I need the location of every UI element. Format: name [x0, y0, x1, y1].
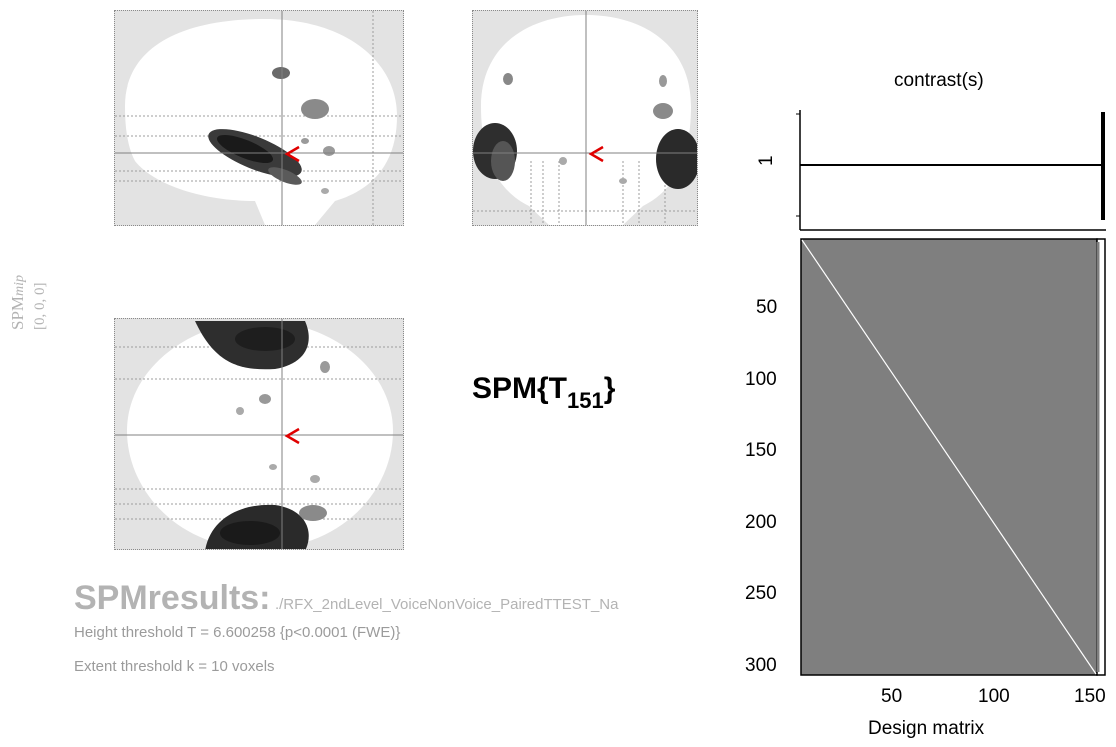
mip-label-text: SPM [8, 295, 27, 330]
stat-prefix: SPM{T [472, 372, 568, 405]
mip-label-italic: mip [12, 274, 27, 296]
dm-xtick-50: 50 [881, 686, 903, 707]
mip-coordinates: [0, 0, 0] [32, 282, 48, 331]
contrast-panel[interactable] [760, 100, 1116, 240]
dm-ytick-150: 150 [745, 440, 777, 461]
mip-sagittal-view[interactable] [114, 10, 404, 226]
design-matrix-diagonal [801, 239, 1097, 675]
contrast-row-label: 1 [756, 155, 777, 166]
dm-ytick-200: 200 [745, 512, 777, 533]
dm-ytick-50: 50 [756, 297, 778, 318]
dm-ytick-100: 100 [745, 369, 777, 390]
results-path: ./RFX_2ndLevel_VoiceNonVoice_PairedTTEST… [274, 596, 619, 613]
sagittal-brain-graphic [115, 11, 403, 225]
stat-suffix: } [603, 372, 616, 405]
height-threshold: Height threshold T = 6.600258 {p<0.0001 … [74, 624, 401, 641]
dm-ytick-250: 250 [745, 583, 777, 604]
coronal-brain-graphic [473, 11, 697, 225]
mip-axial-view[interactable] [114, 318, 404, 550]
mip-coronal-view[interactable] [472, 10, 698, 226]
dm-xtick-150: 150 [1074, 686, 1106, 707]
mip-side-label: SPMmip [0, 0, 0] [8, 275, 50, 330]
stat-title: SPM{T151} [472, 372, 615, 414]
stat-df: 151 [567, 388, 604, 413]
extent-threshold: Extent threshold k = 10 voxels [74, 658, 275, 675]
design-matrix[interactable] [800, 238, 1110, 678]
axial-brain-graphic [115, 319, 403, 549]
dm-ytick-300: 300 [745, 655, 777, 676]
results-header: SPMresults: ./RFX_2ndLevel_VoiceNonVoice… [74, 578, 618, 625]
design-matrix-label: Design matrix [868, 718, 985, 739]
dm-xtick-100: 100 [978, 686, 1010, 707]
contrast-title: contrast(s) [894, 70, 984, 91]
results-title: SPMresults: [74, 579, 271, 617]
